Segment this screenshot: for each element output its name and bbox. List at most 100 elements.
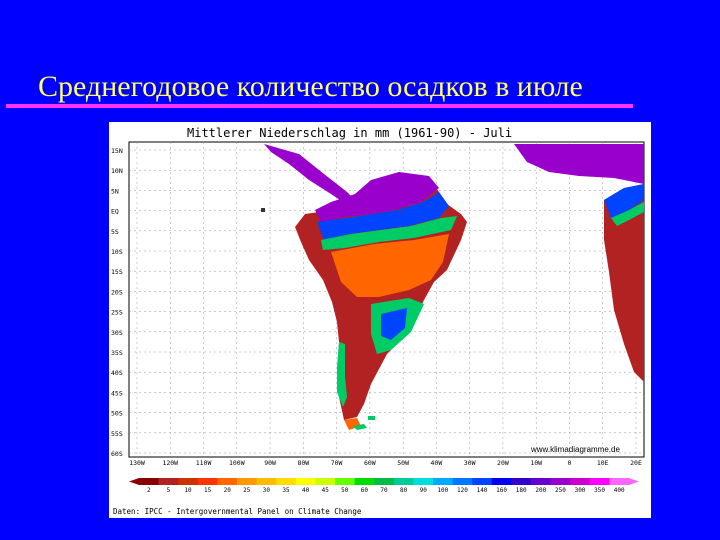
lon-label: 20W <box>497 459 509 467</box>
legend-swatch <box>393 478 414 485</box>
lon-label: 120W <box>162 459 178 467</box>
lat-label: 15S <box>111 268 123 276</box>
map-title: Mittlerer Niederschlag in mm (1961-90) -… <box>187 126 512 140</box>
legend-value: 15 <box>204 487 212 494</box>
legend-value: 300 <box>575 487 586 494</box>
title-underline <box>6 104 633 108</box>
lon-label: 80W <box>297 459 309 467</box>
lon-label: 60W <box>364 459 376 467</box>
legend-value: 25 <box>243 487 251 494</box>
lon-label: 10E <box>597 459 609 467</box>
lat-label: 60S <box>111 450 123 458</box>
precipitation-map-figure: Mittlerer Niederschlag in mm (1961-90) -… <box>109 122 651 518</box>
legend-swatch <box>472 478 493 485</box>
legend-swatch <box>237 478 257 485</box>
legend-swatch <box>550 478 571 485</box>
africa-humid-strip <box>611 202 644 226</box>
lat-label: 15N <box>111 147 123 155</box>
slide-title: Среднегодовое количество осадков в июле <box>38 70 583 103</box>
lon-label: 130W <box>129 459 145 467</box>
legend-value: 30 <box>263 487 271 494</box>
legend-labels: 2 5 10 15 20 25 30 35 40 45 50 60 70 80 90 100 120 140 160… <box>147 487 625 494</box>
lat-label: 20S <box>111 288 123 296</box>
south-america-wet-band <box>317 192 449 240</box>
legend-value: 80 <box>400 487 408 494</box>
lat-label: 30S <box>111 329 123 337</box>
lat-label: 35S <box>111 349 123 357</box>
legend-value: 35 <box>282 487 290 494</box>
legend-value: 400 <box>614 487 625 494</box>
lon-label: 30W <box>464 459 476 467</box>
precipitation-legend <box>129 478 639 485</box>
lat-label: EQ <box>111 208 119 216</box>
lon-label: 20E <box>630 459 642 467</box>
south-america-southeast-wet <box>381 308 407 340</box>
map-grid <box>129 142 644 457</box>
legend-swatch <box>452 478 473 485</box>
legend-swatch <box>413 478 434 485</box>
legend-swatch <box>276 478 297 485</box>
legend-swatch <box>570 478 591 485</box>
legend-swatch <box>433 478 453 485</box>
south-america-interior-semi-dry <box>331 234 449 297</box>
legend-value: 350 <box>594 487 605 494</box>
galapagos-island <box>261 208 265 212</box>
legend-swatch <box>589 478 610 485</box>
legend-swatch <box>217 478 238 485</box>
legend-value: 100 <box>437 487 448 494</box>
falkland-islands <box>368 416 375 420</box>
legend-swatch <box>139 478 159 485</box>
legend-value: 200 <box>535 487 546 494</box>
lat-label: 10S <box>111 248 123 256</box>
lon-label: 10W <box>530 459 542 467</box>
andes-west-humid-strip <box>337 342 347 407</box>
legend-swatch <box>374 478 395 485</box>
africa-dry-region <box>604 184 644 382</box>
legend-swatch <box>491 478 512 485</box>
legend-swatch <box>158 478 179 485</box>
legend-value: 180 <box>516 487 527 494</box>
lat-label: 45S <box>111 389 123 397</box>
longitude-labels: 130W 120W 110W 100W 90W 80W 70W 60W 50W 40W 30W 20W… <box>129 459 642 467</box>
legend-swatch <box>335 478 355 485</box>
lat-label: 40S <box>111 369 123 377</box>
legend-swatch <box>256 478 277 485</box>
data-source: Daten: IPCC - Intergovernmental Panel on… <box>113 507 362 516</box>
source-watermark: www.klimadiagramme.de <box>530 445 620 454</box>
lat-label: 5S <box>111 228 119 236</box>
lon-label: 50W <box>397 459 409 467</box>
africa-wet-coast <box>604 184 644 218</box>
precipitation-map: Mittlerer Niederschlag in mm (1961-90) -… <box>111 126 645 516</box>
lat-label: 10N <box>111 167 123 175</box>
tierra-del-fuego <box>353 424 367 430</box>
legend-value: 45 <box>322 487 330 494</box>
legend-value: 70 <box>380 487 388 494</box>
lon-label: 40W <box>431 459 443 467</box>
lat-label: 50S <box>111 410 123 418</box>
south-america-humid-band <box>321 216 457 250</box>
legend-swatch <box>178 478 199 485</box>
lon-label: 100W <box>229 459 245 467</box>
legend-swatch <box>197 478 218 485</box>
legend-value: 40 <box>302 487 310 494</box>
latitude-labels: 15N 10N 5N EQ 5S 10S 15S 20S 25S 30S 35S 40S 45S 50S 5… <box>111 147 123 458</box>
lon-label: 0 <box>568 459 572 467</box>
legend-value: 50 <box>341 487 349 494</box>
central-america-region <box>264 144 355 206</box>
legend-swatch <box>609 478 630 485</box>
south-america-very-wet-north <box>315 172 439 222</box>
legend-value: 60 <box>361 487 369 494</box>
legend-swatch <box>315 478 336 485</box>
legend-arrow-right <box>629 478 639 485</box>
africa-very-wet-region <box>514 144 644 184</box>
legend-value: 160 <box>496 487 507 494</box>
lon-label: 70W <box>331 459 343 467</box>
legend-value: 120 <box>457 487 468 494</box>
legend-value: 90 <box>420 487 428 494</box>
legend-value: 5 <box>167 487 171 494</box>
lat-label: 25S <box>111 309 123 317</box>
lon-label: 90W <box>264 459 276 467</box>
lon-label: 110W <box>196 459 212 467</box>
lat-label: 5N <box>111 187 119 195</box>
legend-value: 250 <box>555 487 566 494</box>
